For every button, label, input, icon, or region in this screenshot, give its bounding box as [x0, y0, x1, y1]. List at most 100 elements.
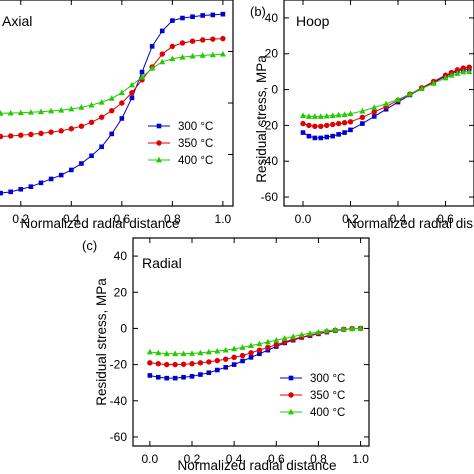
data-point: [383, 100, 390, 107]
data-point: [347, 119, 354, 125]
data-point: [418, 85, 425, 92]
data-point: [109, 108, 115, 114]
data-point: [460, 68, 467, 75]
data-point: [340, 325, 347, 332]
data-point: [220, 11, 226, 17]
legend-marker: [288, 392, 294, 398]
data-point: [329, 112, 336, 118]
data-point: [231, 362, 237, 367]
data-point: [300, 130, 306, 135]
data-point: [179, 53, 186, 60]
data-point: [466, 64, 472, 70]
x-tick-label: 0.2: [184, 452, 201, 466]
radial-panel: 0.0 0.2 0.4 0.6 0.8 1.0 40 20 0 -20 -40 -60 Radial (c…: [82, 237, 370, 473]
x-tick-label: 0.8: [310, 452, 327, 466]
legend-marker: [156, 156, 162, 163]
data-point: [466, 68, 473, 75]
y-tick-label: 40: [265, 11, 279, 25]
data-point: [256, 347, 263, 353]
data-point: [164, 361, 170, 368]
data-point: [28, 131, 34, 138]
data-point: [335, 111, 342, 118]
data-point: [89, 153, 94, 159]
x-tick-label: 0.6: [268, 452, 285, 466]
data-point: [0, 133, 4, 140]
data-point: [281, 335, 288, 341]
data-point: [349, 325, 356, 332]
data-point: [305, 113, 312, 119]
y-tick-label: 0: [120, 321, 127, 335]
data-point: [348, 127, 353, 133]
data-point: [18, 186, 24, 192]
data-point: [189, 374, 195, 379]
data-point: [264, 338, 271, 345]
data-point: [189, 361, 195, 367]
plot-area: [0, 11, 226, 196]
data-point: [359, 107, 366, 114]
data-point: [300, 112, 306, 118]
y-tick-label: -20: [110, 358, 128, 372]
data-point: [239, 352, 246, 359]
data-point: [180, 361, 187, 367]
data-point: [159, 58, 166, 65]
x-tick-label: 0.2: [342, 212, 359, 226]
data-point: [219, 50, 226, 57]
data-point: [198, 372, 203, 377]
data-point: [78, 104, 85, 110]
data-point: [341, 111, 348, 118]
data-point: [265, 344, 271, 351]
data-point: [312, 135, 318, 141]
data-point: [98, 99, 105, 105]
legend-marker: [288, 375, 294, 381]
data-point: [155, 361, 161, 367]
y-tick-label: -60: [261, 190, 279, 204]
data-point: [18, 132, 24, 138]
x-tick-label: 0.4: [390, 212, 407, 226]
data-point: [155, 374, 161, 380]
data-point: [0, 190, 3, 196]
data-point: [17, 109, 24, 116]
data-point: [323, 327, 330, 334]
data-point: [163, 350, 170, 357]
legend-label: 400 °C: [310, 407, 345, 419]
data-point: [214, 367, 220, 373]
data-point: [306, 133, 312, 139]
data-point: [210, 12, 216, 18]
data-point: [312, 123, 318, 129]
plot-title: Radial: [142, 255, 182, 271]
data-point: [181, 374, 186, 380]
data-point: [68, 105, 75, 112]
data-point: [147, 360, 153, 366]
data-point: [58, 172, 64, 178]
data-point: [248, 350, 254, 356]
plot-title: Hoop: [296, 13, 330, 29]
data-point: [206, 370, 212, 376]
data-point: [248, 342, 254, 349]
data-point: [118, 89, 125, 96]
x-tick-label: 1.0: [215, 212, 232, 226]
data-point: [172, 361, 178, 368]
data-point: [214, 347, 221, 354]
data-point: [197, 349, 204, 356]
legend-label: 400 °C: [178, 155, 213, 167]
legend-label: 350 °C: [178, 138, 213, 150]
data-point: [139, 74, 146, 80]
data-point: [315, 328, 322, 335]
data-point: [223, 356, 229, 362]
data-point: [38, 180, 44, 186]
data-point: [98, 114, 105, 120]
y-tick-label: -60: [110, 430, 128, 444]
data-point: [99, 144, 104, 150]
data-point: [371, 109, 377, 115]
data-point: [209, 51, 216, 58]
data-point: [88, 119, 95, 126]
data-point: [306, 122, 312, 129]
data-point: [342, 130, 347, 135]
data-point: [430, 80, 437, 86]
data-point: [129, 90, 135, 96]
data-point: [256, 340, 263, 347]
data-point: [108, 95, 115, 101]
panel-label: (c): [82, 238, 97, 253]
data-point: [220, 35, 226, 42]
x-axis-label: Normalized radial distance: [177, 458, 336, 473]
